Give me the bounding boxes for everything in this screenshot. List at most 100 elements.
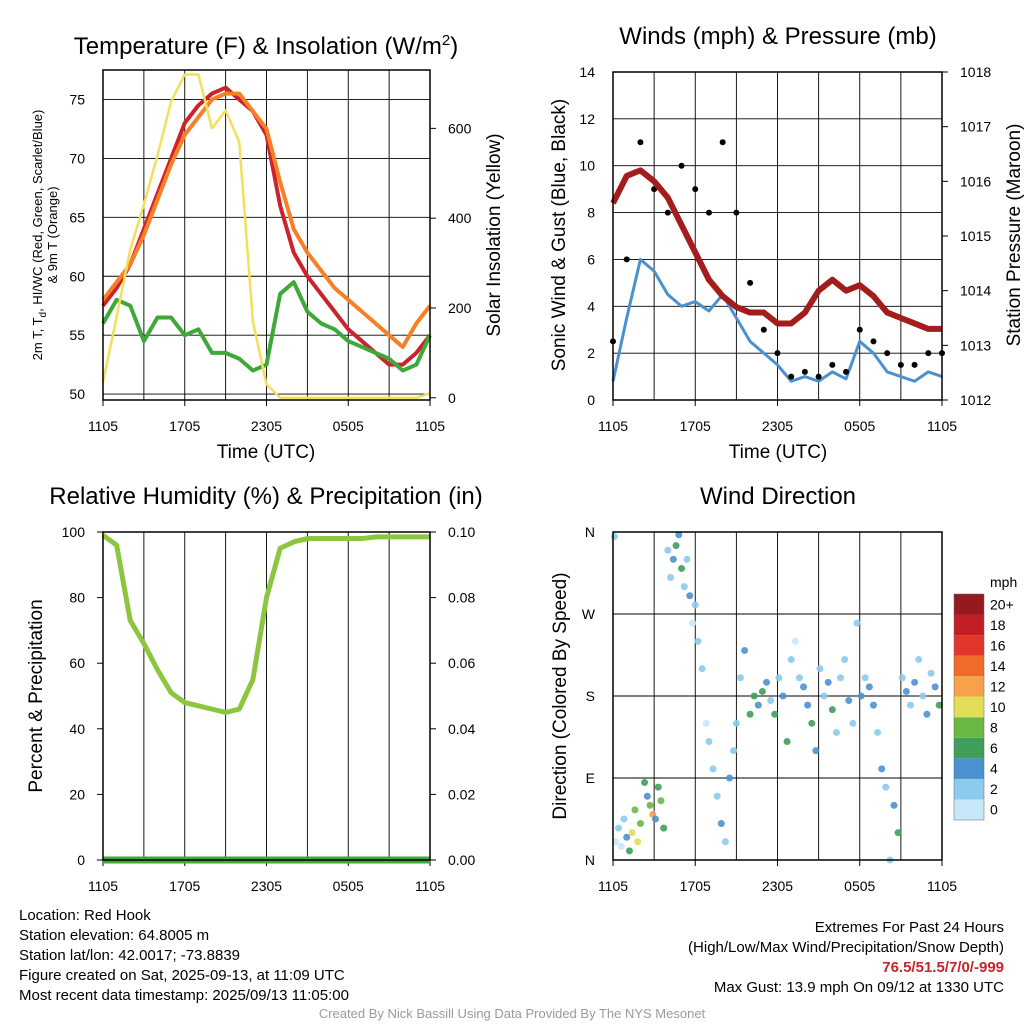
gust-point [678,162,685,169]
y-tick-label: 12 [579,111,595,127]
direction-point [935,701,943,709]
gust-point [801,368,808,375]
direction-point [680,583,688,591]
direction-point [865,683,873,691]
extremes-info: Extremes For Past 24 Hours (High/Low/Max… [688,918,1004,998]
y2-tick-label: 0.02 [448,786,475,802]
direction-point [643,792,651,800]
y-tick-label: S [586,688,595,704]
direction-point [808,719,816,727]
y2-tick-label: 600 [448,120,472,136]
y2-tick-label: 0.06 [448,655,475,671]
y2-tick-label: 0.10 [448,524,475,540]
direction-point [857,692,865,700]
y2-tick-label: 1012 [960,392,991,408]
x-tick-label: 1105 [415,878,445,894]
direction-point [882,783,890,791]
direction-point [709,765,717,773]
gust-point [897,361,904,368]
direction-point [636,820,644,828]
gust-point [829,361,836,368]
direction-point [675,531,683,539]
direction-point [746,710,754,718]
colorbar-swatch [954,635,984,656]
y-tick-label: 60 [69,268,85,284]
direction-point [775,674,783,682]
created-text: Figure created on Sat, 2025-09-13, at 11… [19,967,345,984]
direction-point [614,824,622,832]
direction-point [686,592,694,600]
gust-point [692,186,699,193]
direction-point [617,842,625,850]
max-gust-text: Max Gust: 13.9 mph On 09/12 at 1330 UTC [713,979,1004,996]
gust-point [623,256,630,263]
direction-point [713,792,721,800]
direction-point [660,824,668,832]
recent-data-text: Most recent data timestamp: 2025/09/13 1… [19,987,349,1004]
direction-point [931,683,939,691]
direction-point [824,678,832,686]
y-tick-label: 4 [587,298,595,314]
direction-point [853,619,861,627]
direction-point [804,701,812,709]
direction-point [832,728,840,736]
y-tick-label: W [582,606,596,622]
y2-tick-label: 1018 [960,64,991,80]
colorbar-swatch [954,676,984,697]
insolation-line [101,73,431,400]
colorbar-swatch [954,696,984,718]
direction-point [698,665,706,673]
direction-point [657,797,665,805]
colorbar-frame [953,593,985,821]
colorbar-swatch [954,614,984,636]
plot-frame [102,531,431,861]
temperature-panel: 1105 1705 2305 0505 110550556065707502004006… [69,69,472,434]
dewpoint-line [101,280,432,373]
colorbar-label: 6 [990,740,998,756]
direction-point [795,674,803,682]
direction-point [654,783,662,791]
direction-point [702,719,710,727]
x-tick-label: 2305 [762,418,793,434]
colorbar-label: 12 [990,678,1006,694]
colorbar-swatch [954,717,984,738]
direction-point [683,555,691,563]
colorbar-label: 0 [990,802,998,818]
extremes-values: 76.5/51.5/7/0/-999 [882,959,1004,976]
colorbar-label: 14 [990,658,1006,674]
gust-point [760,326,767,333]
y2-tick-label: 0.08 [448,590,475,606]
station-info: Location: Red Hook Station elevation: 64… [19,906,349,1006]
y-tick-label: 40 [69,721,85,737]
y-tick-label: 65 [69,209,85,225]
direction-point [845,697,853,705]
y2-tick-label: 400 [448,210,472,226]
y2-tick-label: 1017 [960,119,991,135]
colorbar-label: 10 [990,699,1006,715]
direction-point [828,706,836,714]
direction-point [721,838,729,846]
direction-point [634,838,642,846]
gust-point [705,209,712,216]
gust-point [774,350,781,357]
colorbar-label: 8 [990,720,998,736]
x-tick-label: 1105 [927,878,957,894]
latlon-text: Station lat/lon: 42.0017; -73.8839 [19,947,241,964]
direction-point [902,687,910,695]
direction-point [726,774,734,782]
direction-point [906,701,914,709]
direction-point [779,692,787,700]
y-tick-label: 80 [69,590,85,606]
y-tick-label: 55 [69,327,85,343]
y-tick-label: 0 [587,392,595,408]
direction-point [894,829,902,837]
direction-point [620,815,628,823]
direction-point [791,637,799,645]
y-tick-label: N [585,524,595,540]
x-tick-label: 0505 [844,878,875,894]
x-tick-label: 2305 [251,418,282,434]
y-tick-label: 6 [587,251,595,267]
direction-point [628,829,636,837]
plot-frame [102,69,431,401]
plot-frame [612,71,943,401]
